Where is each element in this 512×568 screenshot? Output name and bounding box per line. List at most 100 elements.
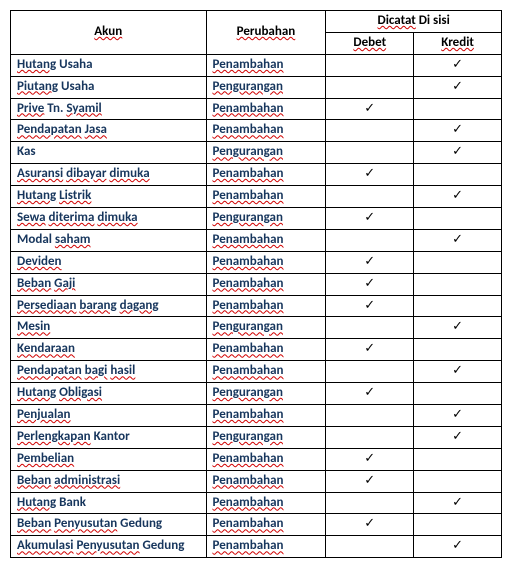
cell-akun: Perlengkapan Kantor [11,426,207,448]
header-debet: Debet [326,32,414,54]
table-row: Akumulasi Penyusutan GedungPenambahan ✓ [11,536,502,558]
cell-debet [326,361,414,383]
cell-perubahan: Pengurangan [206,76,326,98]
cell-perubahan: Penambahan [206,295,326,317]
table-row: Pendapatan bagi hasilPenambahan✓ [11,361,502,383]
table-row: KasPengurangan✓ [11,142,502,164]
cell-kredit [414,383,502,405]
cell-perubahan: Penambahan [206,536,326,558]
cell-akun: Mesin [11,317,207,339]
cell-debet: ✓ [326,339,414,361]
cell-perubahan: Penambahan [206,514,326,536]
cell-debet [326,229,414,251]
table-row: Hutang BankPenambahan✓ [11,492,502,514]
cell-perubahan: Pengurangan [206,317,326,339]
cell-perubahan: Pengurangan [206,383,326,405]
cell-akun: Kendaraan [11,339,207,361]
cell-akun: Deviden [11,251,207,273]
header-akun: Akun [11,11,207,55]
cell-debet [326,317,414,339]
cell-debet: ✓ [326,164,414,186]
cell-perubahan: Pengurangan [206,208,326,230]
table-row: Perlengkapan KantorPengurangan ✓ [11,426,502,448]
cell-akun: Penjualan [11,405,207,427]
cell-kredit: ✓ [414,229,502,251]
cell-kredit: ✓ [414,492,502,514]
header-kredit: Kredit [414,32,502,54]
cell-debet [326,186,414,208]
cell-akun: Beban administrasi [11,470,207,492]
table-row: Beban GajiPenambahan✓ [11,273,502,295]
cell-debet [326,536,414,558]
cell-debet [326,120,414,142]
table-row: PenjualanPenambahan ✓ [11,405,502,427]
cell-perubahan: Penambahan [206,54,326,76]
cell-debet [326,405,414,427]
cell-akun: Hutang Listrik [11,186,207,208]
table-row: Sewa diterima dimukaPengurangan✓ [11,208,502,230]
table-row: Modal sahamPenambahan✓ [11,229,502,251]
table-body: Hutang UsahaPenambahan✓Piutang UsahaPeng… [11,54,502,557]
cell-perubahan: Penambahan [206,448,326,470]
header-dicatat: Dicatat Di sisi [326,11,502,33]
cell-debet [326,426,414,448]
cell-akun: Asuransi dibayar dimuka [11,164,207,186]
cell-debet: ✓ [326,295,414,317]
table-row: PembelianPenambahan✓ [11,448,502,470]
cell-perubahan: Penambahan [206,164,326,186]
cell-akun: Akumulasi Penyusutan Gedung [11,536,207,558]
cell-akun: Kas [11,142,207,164]
cell-debet: ✓ [326,514,414,536]
cell-debet [326,54,414,76]
cell-perubahan: Penambahan [206,229,326,251]
cell-kredit: ✓ [414,54,502,76]
cell-perubahan: Penambahan [206,361,326,383]
table-row: Persediaan barang dagangPenambahan✓ [11,295,502,317]
table-row: Hutang ObligasiPengurangan✓ [11,383,502,405]
cell-perubahan: Penambahan [206,405,326,427]
cell-debet [326,76,414,98]
cell-kredit: ✓ [414,426,502,448]
cell-kredit [414,208,502,230]
cell-debet: ✓ [326,470,414,492]
table-row: Piutang UsahaPengurangan✓ [11,76,502,98]
cell-kredit [414,448,502,470]
table-row: KendaraanPenambahan✓ [11,339,502,361]
cell-akun: Hutang Bank [11,492,207,514]
cell-akun: Hutang Obligasi [11,383,207,405]
cell-kredit: ✓ [414,361,502,383]
cell-perubahan: Penambahan [206,339,326,361]
cell-kredit: ✓ [414,536,502,558]
cell-akun: Pendapatan Jasa [11,120,207,142]
cell-kredit [414,514,502,536]
table-row: Prive Tn. SyamilPenambahan✓ [11,98,502,120]
table-row: Asuransi dibayar dimukaPenambahan✓ [11,164,502,186]
cell-akun: Beban Penyusutan Gedung [11,514,207,536]
table-row: Hutang UsahaPenambahan✓ [11,54,502,76]
cell-akun: Beban Gaji [11,273,207,295]
cell-perubahan: Pengurangan [206,426,326,448]
table-row: MesinPengurangan✓ [11,317,502,339]
cell-akun: Piutang Usaha [11,76,207,98]
cell-debet: ✓ [326,273,414,295]
cell-debet [326,142,414,164]
table-row: DevidenPenambahan✓ [11,251,502,273]
cell-kredit [414,339,502,361]
cell-akun: Persediaan barang dagang [11,295,207,317]
cell-kredit [414,251,502,273]
cell-debet: ✓ [326,208,414,230]
cell-perubahan: Penambahan [206,470,326,492]
cell-kredit [414,164,502,186]
table-header: Akun Perubahan Dicatat Di sisi Debet Kre… [11,11,502,55]
cell-perubahan: Penambahan [206,98,326,120]
cell-debet: ✓ [326,448,414,470]
cell-debet: ✓ [326,98,414,120]
cell-kredit: ✓ [414,405,502,427]
cell-kredit: ✓ [414,120,502,142]
cell-perubahan: Penambahan [206,120,326,142]
header-perubahan: Perubahan [206,11,326,55]
cell-kredit [414,273,502,295]
cell-debet: ✓ [326,251,414,273]
cell-debet [326,492,414,514]
table-row: Beban Penyusutan GedungPenambahan✓ [11,514,502,536]
